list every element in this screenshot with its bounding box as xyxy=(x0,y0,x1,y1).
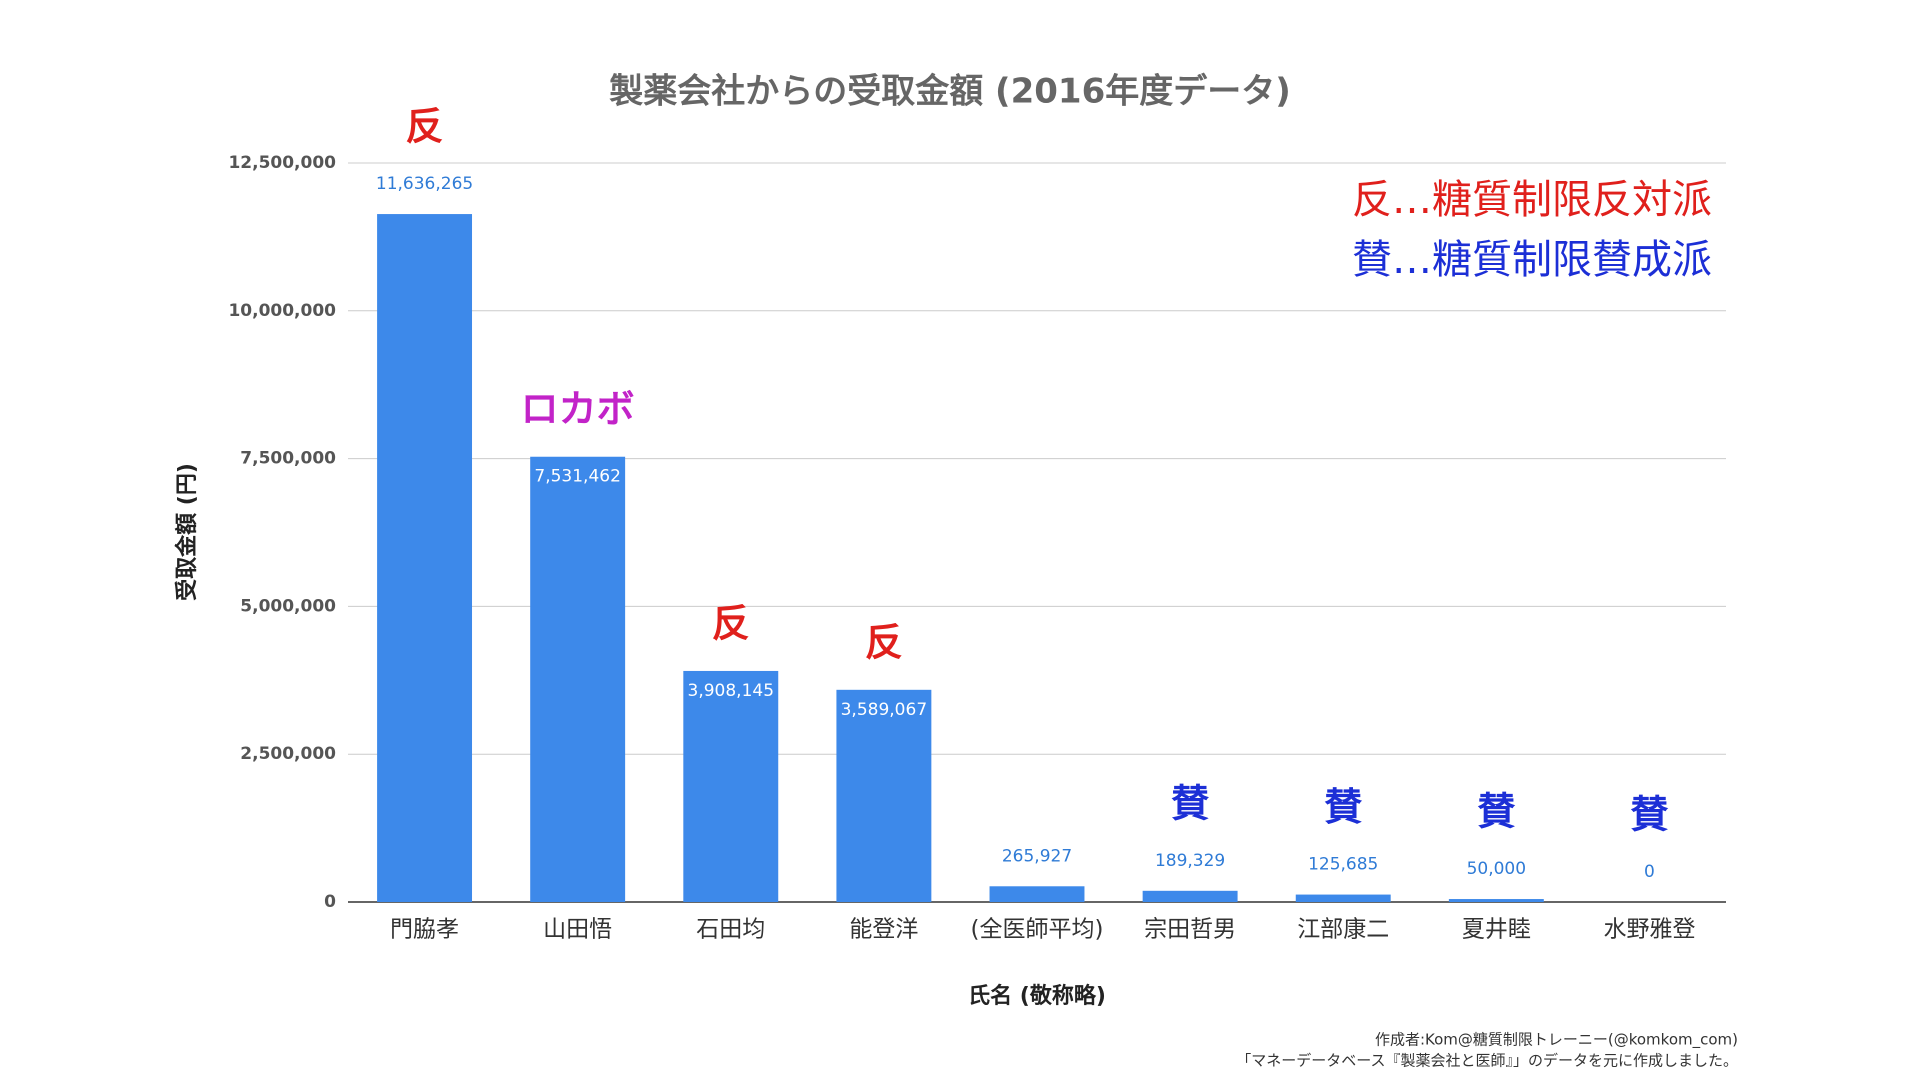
bar xyxy=(530,456,626,902)
y-tick-label: 2,500,000 xyxy=(240,744,336,764)
annotation: 反 xyxy=(406,105,444,149)
annotation: 賛 xyxy=(1171,781,1209,825)
bar xyxy=(683,670,779,902)
chart-title: 製薬会社からの受取金額 (2016年度データ) xyxy=(609,72,1291,112)
value-label: 11,636,265 xyxy=(376,174,473,194)
annotation: ロカボ xyxy=(521,387,635,431)
x-tick-label: (全医師平均) xyxy=(971,917,1104,943)
value-label: 7,531,462 xyxy=(534,467,621,487)
y-tick-label: 10,000,000 xyxy=(228,301,336,321)
bar xyxy=(836,689,932,902)
bar xyxy=(377,214,473,902)
x-tick-label: 能登洋 xyxy=(849,917,918,943)
y-tick-label: 0 xyxy=(324,892,336,912)
value-label: 0 xyxy=(1644,862,1655,882)
y-axis-label: 受取金額 (円) xyxy=(174,463,200,601)
value-label: 50,000 xyxy=(1467,859,1526,879)
x-tick-label: 門脇孝 xyxy=(390,917,459,943)
y-tick-label: 7,500,000 xyxy=(240,449,336,469)
legend-entry: 反…糖質制限反対派 xyxy=(1352,177,1712,223)
bar xyxy=(1295,894,1391,902)
annotation: 賛 xyxy=(1630,793,1668,837)
value-label: 3,908,145 xyxy=(688,681,775,701)
x-tick-label: 宗田哲男 xyxy=(1144,917,1236,943)
x-tick-label: 夏井睦 xyxy=(1462,917,1531,943)
bar xyxy=(989,886,1085,902)
x-tick-label: 江部康二 xyxy=(1297,917,1389,943)
x-tick-label: 石田均 xyxy=(696,917,765,943)
credit: 「マネーデータベース『製薬会社と医師』」のデータを元に作成しました。 xyxy=(1236,1052,1738,1070)
bar xyxy=(1448,899,1544,902)
value-label: 125,685 xyxy=(1308,855,1378,875)
value-label: 189,329 xyxy=(1155,851,1225,871)
value-label: 3,589,067 xyxy=(841,700,928,720)
bar xyxy=(1142,890,1238,902)
legend-entry: 賛…糖質制限賛成派 xyxy=(1352,237,1712,283)
y-tick-label: 5,000,000 xyxy=(240,596,336,616)
y-tick-label: 12,500,000 xyxy=(228,153,336,173)
x-axis-label: 氏名 (敬称略) xyxy=(968,983,1106,1009)
annotation: 賛 xyxy=(1324,785,1362,829)
credit: 作成者:Kom@糖質制限トレーニー(@komkom_com) xyxy=(1375,1031,1738,1050)
annotation: 賛 xyxy=(1477,790,1515,834)
annotation: 反 xyxy=(712,601,750,645)
x-tick-label: 山田悟 xyxy=(543,917,612,943)
annotation: 反 xyxy=(865,620,903,664)
value-label: 265,927 xyxy=(1002,846,1072,866)
x-tick-label: 水野雅登 xyxy=(1603,917,1695,943)
